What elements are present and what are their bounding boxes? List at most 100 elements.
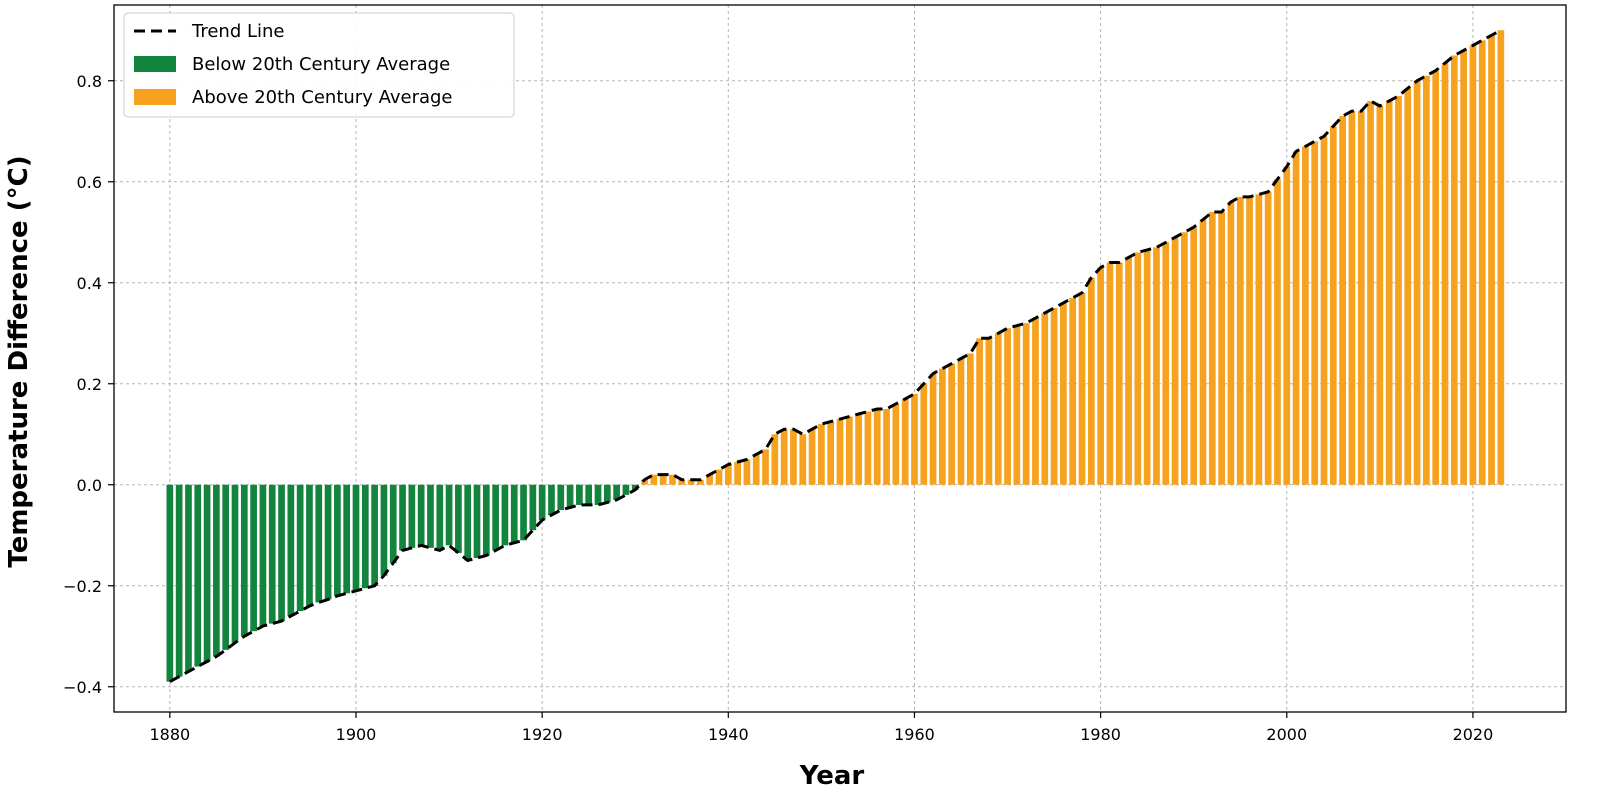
bar-1973 [1032,318,1039,485]
bar-1988 [1171,237,1179,485]
bar-1951 [827,421,835,485]
bar-1913 [473,484,481,558]
bar-1939 [715,469,723,485]
plot-frame [113,4,1567,713]
bar-1989 [1181,232,1188,485]
legend-label: Trend Line [191,21,285,42]
bar-1899 [343,484,351,594]
x-tick-label: 2020 [1453,725,1494,744]
bar-1887 [231,484,239,643]
bar-1884 [203,484,211,662]
bar-2020 [1469,45,1477,485]
bar-1961 [920,383,928,485]
bar-1940 [724,464,732,485]
bar-1902 [371,484,378,586]
bar-1908 [427,484,434,548]
legend-box [123,12,515,118]
bar-1991 [1199,219,1207,485]
bar-2023 [1497,30,1505,485]
bar-1986 [1153,247,1160,485]
bar-1945 [771,434,779,485]
bar-1910 [445,484,453,546]
bar-2002 [1302,146,1309,485]
bar-1934 [669,474,676,485]
bar-1972 [1022,323,1030,485]
x-tick-label: 2000 [1266,725,1307,744]
bar-1982 [1115,262,1123,485]
bar-1892 [278,484,285,622]
y-tick-label: −0.4 [63,678,102,697]
bar-1893 [287,484,295,617]
bar-1896 [315,484,323,603]
bar-1912 [464,484,472,561]
y-tick-label: 0.6 [77,173,102,192]
bar-2014 [1413,80,1421,485]
y-tick-label: 0.0 [77,476,102,495]
bar-1975 [1050,308,1058,485]
axes: 1880 1900 1920 1940 1960 1980 2000 2020 −0.4 −0.2… [4,4,1567,791]
bar-1957 [883,409,890,485]
x-tick-label: 1900 [336,725,377,744]
bar-1994 [1227,201,1235,485]
bar-1999 [1274,179,1281,485]
bar-1927 [603,484,611,503]
bar-1911 [455,484,462,553]
bar-1979 [1087,277,1095,485]
bar-1970 [1004,328,1011,485]
bar-1905 [399,484,406,551]
bar-2018 [1450,55,1458,485]
bar-1949 [808,429,816,485]
bar-1962 [929,373,937,485]
bar-1965 [957,358,965,485]
legend-above-swatch [134,89,176,105]
bar-1929 [622,484,630,495]
bar-1987 [1162,242,1170,485]
trend-line-layer [169,28,1502,684]
bar-1923 [566,484,574,508]
bar-1928 [613,484,620,500]
x-tick-label: 1960 [894,725,935,744]
bar-2021 [1478,40,1486,485]
bar-1916 [501,484,509,546]
bar-1971 [1013,325,1021,485]
bar-1920 [538,484,546,521]
bar-1944 [762,449,769,485]
bar-1977 [1069,297,1077,485]
x-tick-label: 1980 [1080,725,1121,744]
bar-1976 [1060,302,1067,485]
bar-1947 [790,429,797,485]
bar-1954 [855,414,862,485]
bar-1938 [706,474,714,485]
bar-1918 [520,484,527,541]
bar-1935 [678,479,686,485]
bar-1984 [1134,252,1142,485]
bar-1926 [594,484,602,505]
bar-1891 [268,484,276,624]
bar-1889 [250,484,257,632]
y-axis-title: Temperature Difference (°C) [4,155,34,567]
bar-1966 [966,353,974,485]
bar-1948 [799,434,807,485]
bar-1883 [194,484,202,667]
bar-1909 [436,484,444,551]
y-tick-label: 0.4 [77,274,102,293]
bar-1925 [585,484,593,505]
bar-2011 [1385,100,1393,485]
bar-2016 [1432,70,1440,485]
bar-1885 [213,484,220,657]
bar-1990 [1190,227,1198,485]
bar-2015 [1423,75,1430,485]
bar-1981 [1106,262,1114,485]
bar-1997 [1255,194,1263,485]
bar-1996 [1246,196,1253,485]
bar-2013 [1404,88,1412,485]
bar-1919 [529,484,537,531]
bar-1985 [1143,249,1151,485]
bar-1890 [259,484,267,627]
y-tick-label: 0.2 [77,375,102,394]
legend-label: Above 20th Century Average [192,87,453,108]
bar-1932 [650,474,658,485]
bar-1886 [222,484,230,650]
bar-2008 [1357,111,1365,485]
bar-1950 [818,424,825,485]
